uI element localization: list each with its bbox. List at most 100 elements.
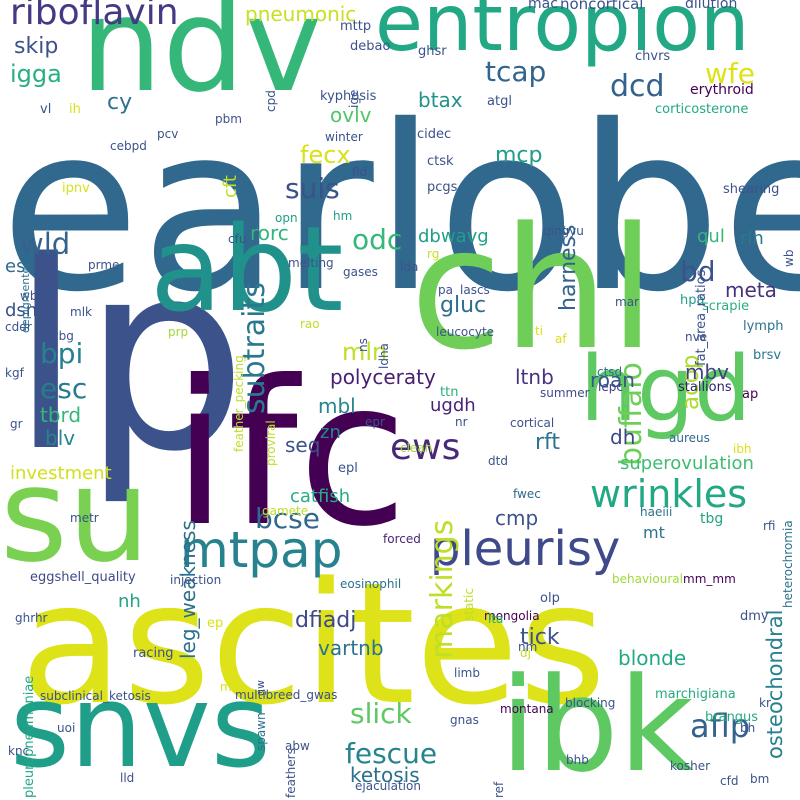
word: ketosis — [350, 763, 420, 787]
word: ibk — [500, 649, 694, 800]
word: ghrhr — [15, 611, 48, 625]
word: prp — [168, 325, 189, 339]
word: eggshell_quality — [30, 570, 136, 585]
word: mongolia — [484, 609, 540, 623]
word: racing — [133, 646, 174, 661]
word: wbsf — [20, 289, 48, 303]
word: qul — [697, 226, 725, 247]
word: pbm — [215, 112, 242, 126]
word: mbl — [318, 394, 356, 418]
word: cfd — [720, 774, 739, 788]
word: cidec — [417, 127, 452, 142]
word: blocking — [565, 696, 616, 710]
word: bm — [750, 772, 770, 786]
word: forced — [383, 532, 421, 546]
word: dbwavg — [418, 226, 489, 247]
word: pcv — [157, 127, 179, 141]
word: ghsr — [418, 44, 447, 59]
word: nm — [518, 640, 538, 654]
word: clean — [400, 441, 433, 455]
word: bcse — [255, 502, 320, 535]
word: dmy — [740, 609, 769, 624]
word: noncortical — [560, 0, 644, 13]
word: zn — [320, 422, 341, 443]
word: heterochromia — [781, 519, 795, 608]
word: nve — [685, 330, 708, 344]
word: gases — [343, 265, 378, 279]
word: tcap — [485, 55, 547, 88]
word: cfu — [228, 232, 247, 246]
word: kr — [759, 696, 771, 710]
word: tbrd — [40, 403, 82, 427]
word: markings — [425, 519, 460, 660]
word: abw — [285, 739, 310, 753]
word: mcp — [495, 143, 543, 168]
word: spawn — [254, 711, 268, 751]
word: lp — [10, 207, 248, 509]
word: nh — [118, 591, 141, 612]
word: dcd — [610, 69, 665, 104]
word: pleuropneumoniae — [22, 675, 37, 798]
word: rg — [427, 247, 440, 261]
word: catfish — [290, 486, 351, 507]
word: rfi — [763, 519, 776, 533]
word: mln — [342, 338, 388, 366]
word: multibreed_gwas — [235, 688, 338, 702]
word: hpa — [680, 293, 705, 308]
word: brangus — [705, 710, 759, 725]
word: ctsk — [427, 154, 454, 169]
word: marchigiana — [655, 687, 736, 702]
word: roan — [590, 368, 635, 392]
word: cddr — [5, 320, 32, 334]
word: wb — [782, 249, 796, 268]
word: wld — [20, 227, 71, 261]
word: lta — [488, 612, 504, 626]
word: mt — [643, 523, 665, 542]
word: fescue — [345, 737, 438, 770]
word: seq — [285, 433, 321, 457]
word: kgf — [5, 366, 24, 380]
word: leg_weakness — [176, 519, 200, 659]
word: polyceraty — [330, 365, 436, 389]
word: fwec — [513, 487, 541, 501]
word: mtpap — [180, 521, 343, 579]
word: earlobe — [0, 76, 800, 342]
word: shearing — [723, 182, 780, 197]
word: ifc — [172, 338, 408, 571]
word: erythroid — [690, 82, 754, 98]
word: feather_pecking — [232, 354, 246, 452]
word: entropion — [375, 0, 750, 69]
word: subclinical_ketosis — [40, 689, 151, 703]
word: mlk — [70, 305, 92, 319]
word: suis — [285, 172, 340, 205]
word: ibh — [733, 442, 752, 456]
word: pa — [438, 283, 453, 297]
word: winter — [325, 130, 363, 144]
word: cebpd — [110, 139, 147, 153]
word: slick — [350, 697, 412, 730]
word: lascs — [460, 283, 490, 297]
word: hm — [333, 209, 353, 223]
word: olp — [540, 591, 560, 606]
word: summer — [540, 386, 590, 400]
word: corticosterone — [655, 102, 749, 117]
word: pleurisy — [430, 521, 621, 577]
word: fecx — [300, 141, 351, 169]
word: gamete — [262, 504, 309, 518]
word: odc — [352, 223, 403, 256]
word: chvrs — [635, 49, 671, 64]
word: osteochondral — [763, 609, 787, 760]
word: dtd — [488, 454, 508, 468]
word: static — [462, 587, 476, 621]
word: meta — [725, 278, 777, 302]
word: lymph — [743, 319, 784, 334]
word: kyphosis — [320, 89, 377, 104]
word: ep — [207, 616, 224, 631]
word: ih — [69, 102, 81, 117]
word: blv — [45, 426, 76, 450]
word: aflp — [690, 707, 751, 745]
word: ndv — [80, 0, 322, 121]
word: nr — [455, 415, 468, 429]
word: opn — [275, 211, 298, 225]
